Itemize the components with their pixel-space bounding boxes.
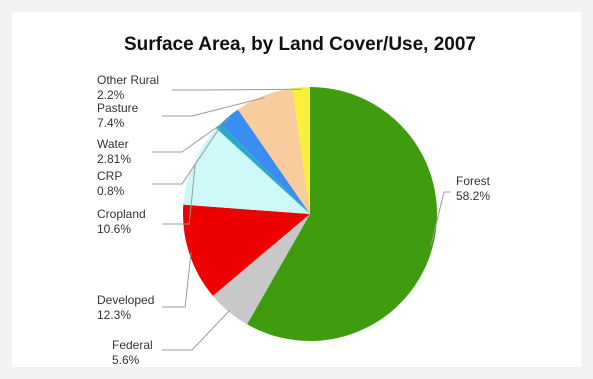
leader-developed <box>162 252 192 308</box>
leader-forest <box>430 191 450 247</box>
slice-federal <box>212 214 310 325</box>
pie-slices <box>182 87 437 341</box>
slice-other-rural <box>292 87 310 214</box>
label-name-developed: Developed <box>97 293 154 307</box>
label-name-other-rural: Other Rural <box>97 73 159 87</box>
slice-crp <box>216 123 310 214</box>
chart-canvas: Surface Area, by Land Cover/Use, 2007 Fo… <box>12 12 581 367</box>
slice-developed <box>182 204 310 296</box>
label-name-cropland: Cropland <box>97 207 146 221</box>
label-value-developed: 12.3% <box>97 308 131 322</box>
label-value-cropland: 10.6% <box>97 222 131 236</box>
leader-water <box>152 117 231 153</box>
slice-water <box>220 109 310 214</box>
label-name-crp: CRP <box>97 169 122 183</box>
slice-cropland <box>183 128 310 214</box>
leader-other-rural <box>172 88 302 91</box>
label-name-forest: Forest <box>456 174 491 188</box>
label-value-crp: 0.8% <box>97 184 125 198</box>
slice-forest <box>247 87 437 341</box>
pie-chart: Surface Area, by Land Cover/Use, 2007 Fo… <box>97 34 491 367</box>
leader-federal <box>162 309 231 351</box>
label-value-federal: 5.6% <box>112 353 140 367</box>
leader-pasture <box>162 97 265 117</box>
leader-lines <box>152 88 450 351</box>
label-value-pasture: 7.4% <box>97 116 125 130</box>
label-value-forest: 58.2% <box>456 189 490 203</box>
label-value-other-rural: 2.2% <box>97 88 125 102</box>
label-name-federal: Federal <box>112 338 153 352</box>
label-name-water: Water <box>97 137 129 151</box>
leader-crp <box>152 127 221 185</box>
leader-cropland <box>162 164 196 225</box>
chart-title: Surface Area, by Land Cover/Use, 2007 <box>124 34 476 55</box>
slice-pasture <box>237 88 310 214</box>
label-value-water: 2.81% <box>97 152 131 166</box>
label-name-pasture: Pasture <box>97 101 139 115</box>
